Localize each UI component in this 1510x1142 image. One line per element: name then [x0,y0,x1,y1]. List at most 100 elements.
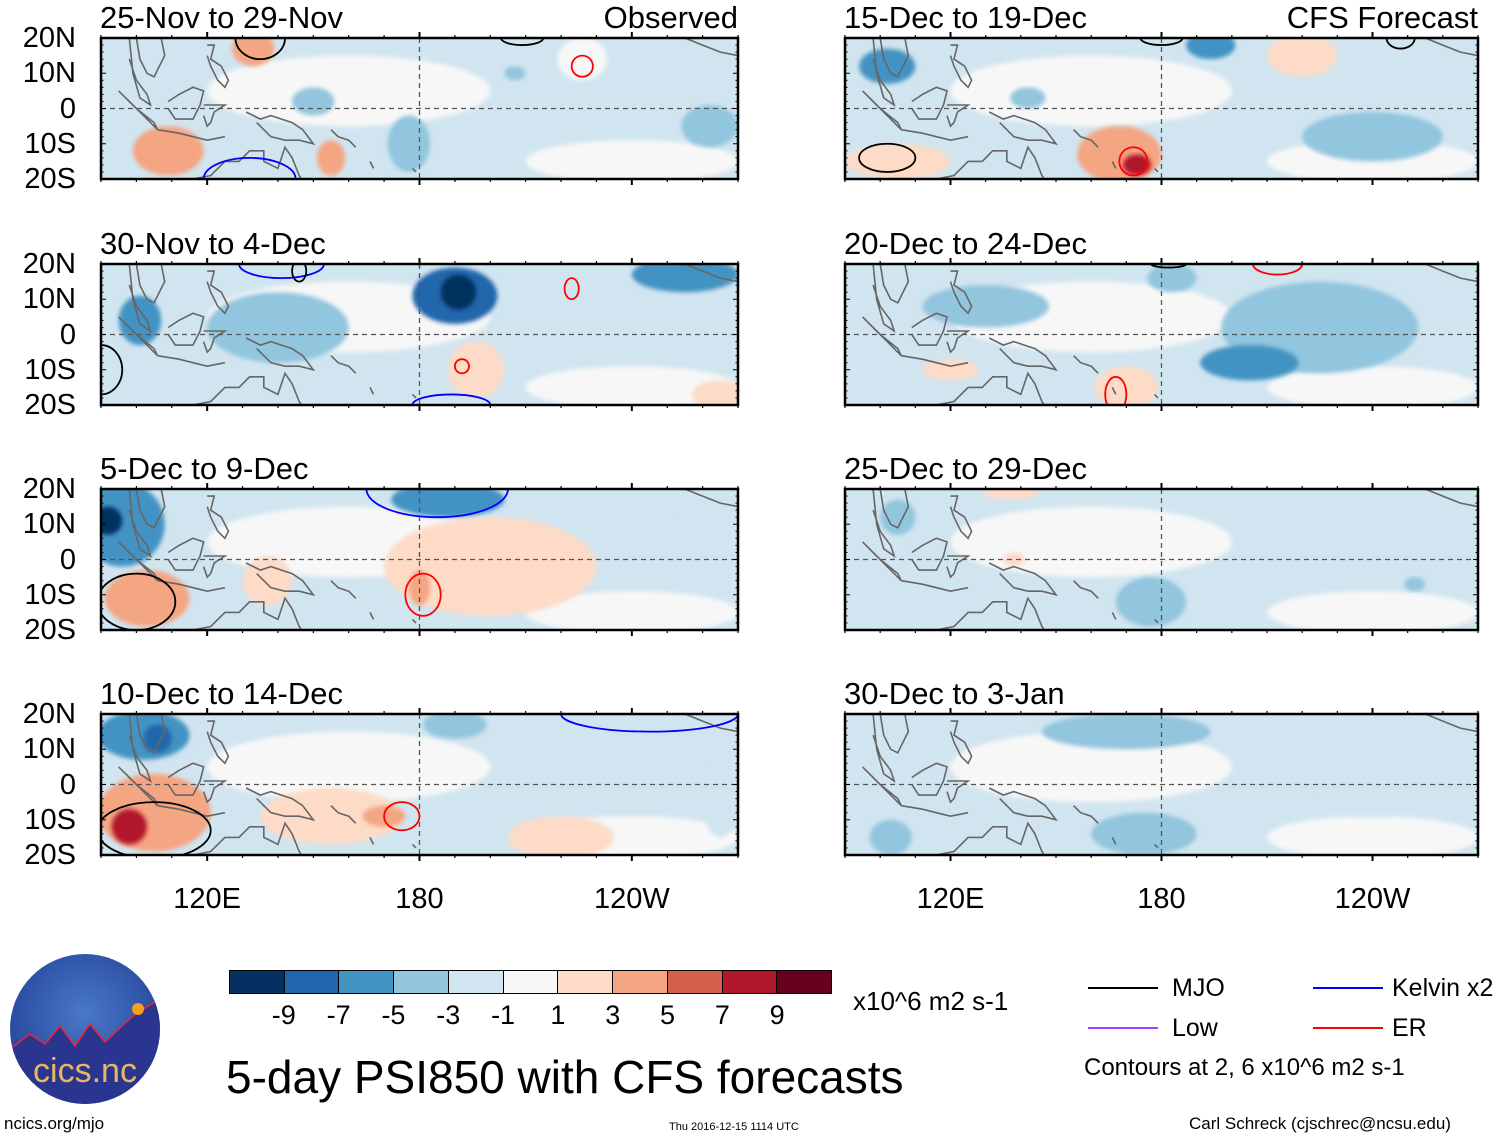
legend-mjo-line [1088,987,1158,989]
anomaly-region [132,126,204,176]
coastline [872,489,896,558]
coastline [684,38,738,57]
anomaly-region [1302,112,1443,162]
legend-er-line [1313,1027,1383,1029]
anomaly-region [525,591,738,630]
coastline [935,596,1046,630]
anomaly-region [440,274,477,310]
contour-kelvin [560,714,738,733]
y-tick-label: 20N [22,473,76,505]
y-tick-label: 0 [59,318,76,351]
coastline [330,580,357,599]
anomaly-region [525,366,738,405]
coastline [879,714,910,754]
anomaly-region [292,87,335,116]
panel-title: 5-Dec to 9-Dec [100,451,309,486]
colorbar-tick-label: 5 [660,1000,676,1030]
coastline [411,618,417,624]
anomaly-region [1010,87,1046,109]
coastline [191,145,303,179]
coastline [245,111,316,146]
coastline [1424,264,1478,283]
contour-er [570,54,594,78]
legend-kelvin-line [1313,987,1383,989]
coastline [901,354,969,368]
footer-timestamp: Thu 2016-12-15 1114 UTC [669,1121,799,1133]
coastline [872,264,896,333]
map-panel [843,483,1480,636]
anomaly-region [692,380,738,405]
colorbar-swatch [722,971,778,993]
footer-url[interactable]: ncics.org/mjo [4,1114,105,1133]
contour-mjo [1385,38,1416,50]
anomaly-region [1077,126,1162,179]
coastline [157,354,226,368]
coastline [988,787,1059,822]
anomaly-region [316,140,346,176]
y-tick-label: 20N [22,698,76,730]
anomaly-region [674,489,731,518]
anomaly-region [1267,366,1478,405]
coastline [1111,387,1117,395]
coastline [411,167,417,173]
figure-title: 5-day PSI850 with CFS forecasts [226,1051,904,1103]
coastline [1153,618,1159,624]
y-tick-label: 10N [22,57,76,90]
anomaly-region [1041,714,1211,750]
x-tick-label: 120W [593,883,670,915]
colorbar-tick-label: -9 [271,1000,296,1030]
anomaly-region [504,66,526,81]
coastline [988,111,1059,146]
coastline [206,44,230,89]
anomaly-region [387,115,431,172]
y-tick-label: 10N [22,733,76,766]
coastline [135,38,166,78]
colorbar-swatch [339,971,395,993]
coastline [946,555,971,579]
y-tick-label: 20S [24,614,76,646]
coastline [411,393,417,399]
y-tick-label: 20N [22,22,76,54]
anomaly-region [922,285,1049,328]
anomaly-region [1267,591,1478,630]
coastline [202,780,228,804]
map-panel [99,483,740,636]
x-tick-label: 180 [395,883,444,915]
colorbar-tick-label: 1 [550,1000,566,1030]
anomaly-region [118,295,162,346]
coastline [1424,714,1478,733]
contour-er [383,801,421,832]
coastline [988,337,1059,372]
coastline [191,821,303,855]
coastline [1073,355,1099,374]
contour-kelvin [411,393,492,405]
contour-er [1118,146,1149,177]
map-panel [99,258,740,411]
legend-er-label: ER [1392,1014,1427,1042]
y-tick-label: 0 [59,543,76,576]
y-tick-label: 0 [59,768,76,801]
coastline [949,720,973,765]
contour-mjo [1150,264,1188,269]
map-panel [843,32,1480,185]
y-tick-label: 10S [24,127,76,160]
contour-er [1252,264,1304,276]
colorbar-swatch [230,971,285,993]
coastline [128,489,152,558]
coastline [167,312,205,346]
anomaly-region [1267,38,1338,77]
x-tick-label: 180 [1137,883,1186,915]
coastline [879,489,910,529]
coastline [135,264,166,304]
coastline [157,579,226,593]
coastline [949,495,973,540]
y-tick-label: 20S [24,163,76,195]
anomaly-region [880,499,916,535]
coastline [684,714,738,733]
coastline [206,495,230,540]
anomaly-region [207,55,491,127]
coastline [901,579,969,593]
coastline [330,805,357,824]
x-tick-label: 120E [173,883,242,915]
contour-mjo [500,38,545,46]
